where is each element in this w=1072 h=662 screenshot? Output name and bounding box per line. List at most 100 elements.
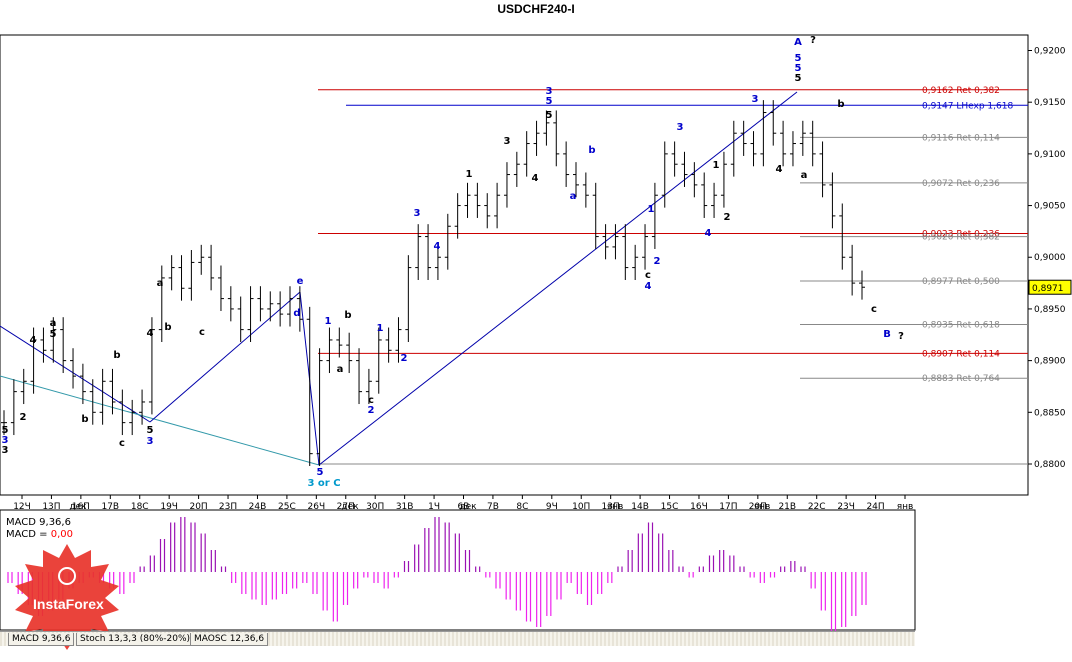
x-tick-label: янв [897, 502, 914, 512]
x-tick-label: 23П [219, 502, 237, 512]
wave-label: 3 [414, 208, 421, 219]
level-label: 0,8907 Ret 0,114 [922, 349, 1000, 359]
level-label: 0,9020 Ret 0,382 [922, 233, 1000, 243]
wave-label: 4 [434, 241, 441, 252]
chart-title: USDCHF240-I [497, 2, 575, 16]
wave-label: b [344, 310, 351, 321]
wave-label: a [570, 191, 577, 202]
y-tick-label: 0,8800 [1034, 460, 1066, 470]
y-tick-label: 0,8900 [1034, 357, 1066, 367]
wave-label: 1 [713, 160, 720, 171]
y-axis: 0,9200 0,9150 0,9100 0,9050 0,9000 0,8950 0,89… [1028, 47, 1066, 470]
wave-label: ? [810, 35, 816, 46]
x-tick-label: 20П [189, 502, 207, 512]
current-price-box: 0,8971 [1028, 279, 1072, 295]
x-tick-label: 27П [337, 502, 355, 512]
instaforex-logo [15, 544, 119, 650]
wave-label: a [337, 364, 344, 375]
x-tick-label: 24П [866, 502, 884, 512]
wave-label: 3 [504, 136, 511, 147]
trend-line [0, 375, 320, 466]
macd-value-label: MACD = 0,00 [6, 529, 73, 540]
x-tick-label: 17П [719, 502, 737, 512]
wave-label: 5 [795, 73, 802, 84]
level-label: 0,9147 LHexp 1,618 [922, 101, 1013, 111]
wave-label: c [119, 438, 125, 449]
wave-label: 5 [795, 63, 802, 74]
wave-label: 3 or C [307, 478, 340, 489]
wave-label: b [837, 99, 844, 110]
tab-maosc[interactable]: MAOSC 12,36,6 [190, 633, 269, 646]
x-tick-label: 22С [808, 502, 826, 512]
wave-label: e [297, 276, 304, 287]
wave-label: 3 [2, 435, 9, 446]
wave-label: 5 [2, 425, 9, 436]
wave-label: 5 [795, 53, 802, 64]
x-tick-label: 25С [278, 502, 296, 512]
trend-lines [0, 91, 798, 466]
wave-label: 1 [325, 316, 332, 327]
wave-label: c [645, 270, 651, 281]
wave-label: 3 [147, 436, 154, 447]
wave-label: b [164, 322, 171, 333]
x-tick-label: 13П [602, 502, 620, 512]
wave-label: 5 [147, 425, 154, 436]
macd-label: MACD 9,36,6 [6, 517, 71, 528]
level-label: 0,8883 Ret 0,764 [922, 374, 1000, 384]
macd-value-name: MACD = [6, 529, 51, 540]
x-tick-label: 19Ч [160, 502, 178, 512]
wave-label: 4 [147, 328, 154, 339]
x-tick-label: 26Ч [308, 502, 326, 512]
fib-levels: 0,9162 Ret 0,382 0,9147 LHexp 1,618 0,9116… [318, 86, 1028, 465]
current-price-box [1028, 279, 1072, 295]
wave-label: b [81, 414, 88, 425]
x-tick-label: 14В [631, 502, 649, 512]
current-price-label: 0,8971 [1032, 284, 1064, 294]
wave-label: a [157, 278, 164, 289]
wave-label: A [794, 37, 802, 48]
wave-label: a [50, 318, 57, 329]
level-label: 0,9023 Ret 0,236 [922, 229, 1000, 239]
x-tick-label: 8С [516, 502, 528, 512]
wave-label: 1 [648, 204, 655, 215]
x-axis: 12Ч 13П 16П 17В 18С 19Ч 20П 23П 24В 25С 26Ч 27П 30П 3… [13, 495, 913, 512]
wave-label: 3 [546, 86, 553, 97]
tab-stoch[interactable]: Stoch 13,3,3 (80%-20%) [76, 633, 195, 646]
x-tick-label: 15С [661, 502, 679, 512]
tab-macd[interactable]: MACD 9,36,6 [8, 633, 75, 646]
main-plot-frame [0, 34, 1029, 496]
x-tick-label: 10П [572, 502, 590, 512]
macd-plot-frame [0, 509, 916, 631]
wave-label: 4 [532, 173, 539, 184]
wave-label: 1 [466, 169, 473, 180]
wave-label: d [293, 308, 300, 319]
wave-label: c [871, 304, 877, 315]
level-label: 0,9162 Ret 0,382 [922, 86, 1000, 96]
x-tick-label: 12Ч [13, 502, 31, 512]
wave-label: 2 [724, 212, 731, 223]
y-tick-label: 0,9200 [1034, 47, 1066, 57]
wave-label: 3 [752, 94, 759, 105]
x-tick-label: 16Ч [690, 502, 708, 512]
level-label: 0,9116 Ret 0,114 [922, 133, 1000, 143]
wave-label: 5 [546, 96, 553, 107]
wave-label: b [588, 145, 595, 156]
x-tick-label: 30П [366, 502, 384, 512]
indicator-tabs: MACD 9,36,6 Stoch 13,3,3 (80%-20%) MAOSC… [0, 631, 915, 646]
wave-label: c [368, 395, 374, 406]
wave-label: 4 [30, 335, 37, 346]
y-tick-label: 0,9100 [1034, 150, 1066, 160]
y-tick-label: 0,8950 [1034, 305, 1066, 315]
wave-label: a [801, 170, 808, 181]
x-subtick-label: янв [607, 502, 624, 512]
x-tick-label: 9Ч [546, 502, 558, 512]
wave-label: 4 [776, 164, 783, 175]
wave-label: 2 [654, 256, 661, 267]
trend-line [0, 325, 151, 423]
y-tick-label: 0,9050 [1034, 202, 1066, 212]
x-tick-label: 18С [131, 502, 149, 512]
level-label: 0,9072 Ret 0,236 [922, 179, 1000, 189]
macd-value: 0,00 [50, 529, 73, 540]
